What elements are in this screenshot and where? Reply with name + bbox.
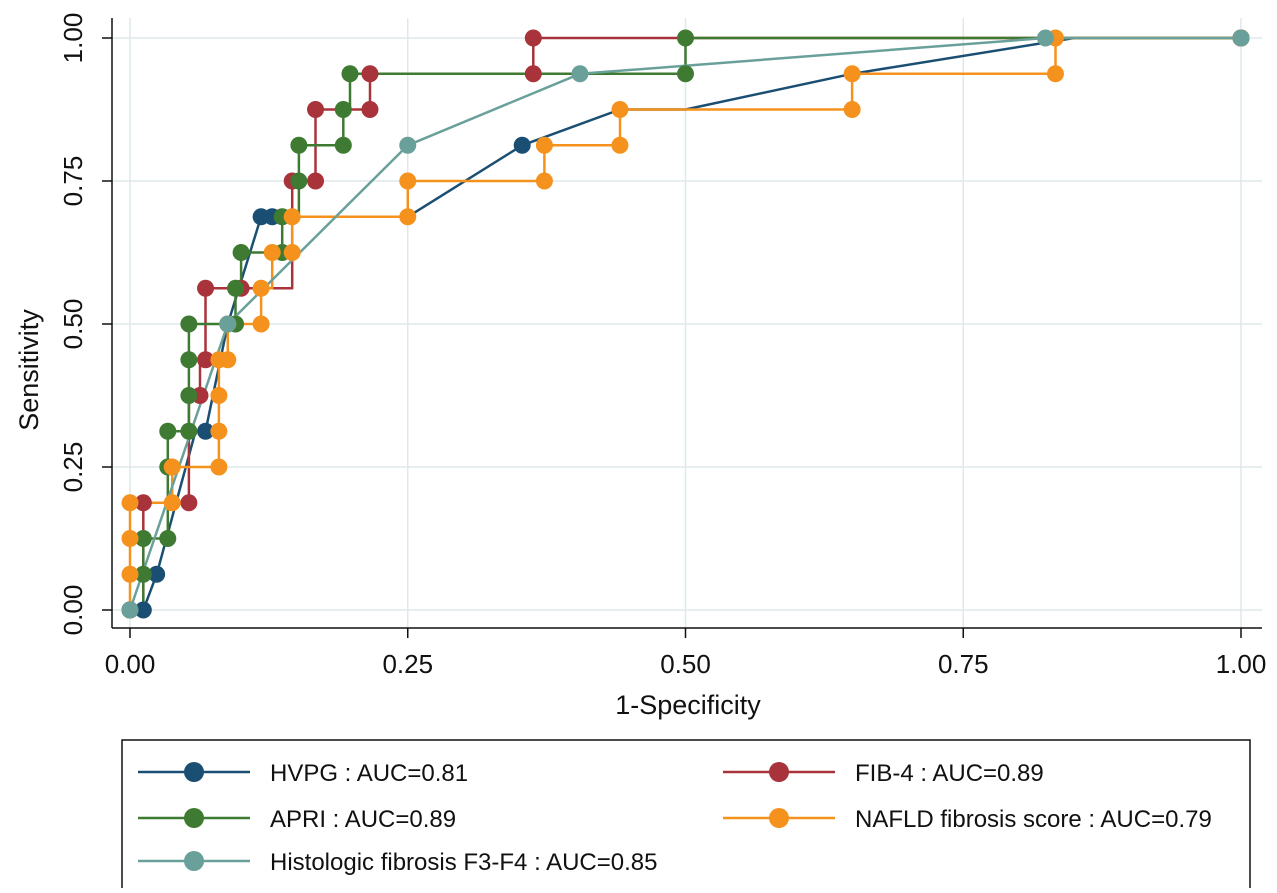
x-tick-label: 1.00 <box>1216 649 1267 679</box>
axes: 0.00 0.25 0.50 0.75 1.00 0.00 0.25 0.50 0.75 1.00 <box>58 13 1266 679</box>
legend-marker-1 <box>769 762 789 782</box>
series-4-point <box>1036 29 1054 47</box>
series-3-point <box>219 351 237 369</box>
series-2-point <box>677 29 694 47</box>
series-3-point <box>399 208 417 226</box>
series-4-point <box>399 136 417 154</box>
legend-label-1: FIB-4 : AUC=0.89 <box>855 760 1044 787</box>
series-4-point <box>121 601 139 619</box>
series-2-point <box>290 136 308 154</box>
legend-marker-0 <box>184 762 204 782</box>
series-3-point <box>121 530 139 547</box>
series-4-point <box>219 315 237 333</box>
legend-label-2: APRI : AUC=0.89 <box>270 806 456 833</box>
series-1-point <box>361 65 379 83</box>
series-1-point <box>307 101 325 118</box>
x-tick-label: 0.25 <box>382 649 433 679</box>
y-tick-label: 0.50 <box>58 299 88 350</box>
series-3-point <box>1046 65 1064 83</box>
legend-label-3: NAFLD fibrosis score : AUC=0.79 <box>855 806 1212 833</box>
series-3-point <box>399 172 417 190</box>
series-3-point <box>843 65 861 83</box>
y-axis-label: Sensitivity <box>14 309 44 431</box>
series-2-point <box>334 136 352 154</box>
series-line-2 <box>130 36 1241 612</box>
series-2-point <box>134 530 152 547</box>
markers-layer <box>121 29 1250 619</box>
series-0-point <box>148 565 166 583</box>
series-0-point <box>197 422 215 440</box>
series-1-point <box>307 172 325 190</box>
series-0-point <box>513 136 531 154</box>
series-3-point <box>163 458 181 476</box>
y-tick-label: 1.00 <box>58 13 88 64</box>
series-3-point <box>283 244 301 261</box>
series-3-point <box>535 172 553 190</box>
series-4-point <box>1232 29 1250 47</box>
series-3-point <box>843 101 861 118</box>
series-3-point <box>252 279 270 297</box>
series-3-point <box>611 136 629 154</box>
y-tick-label: 0.75 <box>58 156 88 207</box>
y-tick-label: 0.25 <box>58 442 88 493</box>
series-3-point <box>163 494 181 512</box>
series-1-point <box>524 29 542 47</box>
series-3-point <box>535 136 553 154</box>
series-2-point <box>159 422 177 440</box>
series-3-point <box>252 315 270 333</box>
series-2-point <box>180 351 198 369</box>
x-axis-label: 1-Specificity <box>615 690 761 720</box>
series-2-point <box>334 101 352 118</box>
series-3-point <box>283 208 301 226</box>
series-2-point <box>232 244 250 261</box>
series-2-point <box>227 279 245 297</box>
legend-marker-3 <box>769 808 789 828</box>
series-2-point <box>180 387 198 404</box>
series-3-point <box>263 244 281 261</box>
series-1-point <box>180 494 198 512</box>
x-tick-label: 0.75 <box>938 649 989 679</box>
series-2-point <box>159 530 177 547</box>
series-1-point <box>197 279 215 297</box>
series-2-point <box>290 172 308 190</box>
y-tick-label: 0.00 <box>58 585 88 636</box>
x-tick-label: 0.50 <box>660 649 711 679</box>
series-3-point <box>611 101 629 118</box>
series-2-point <box>180 422 198 440</box>
series-0-point <box>134 601 152 619</box>
series-2-point <box>341 65 359 83</box>
series-3-point <box>121 565 139 583</box>
legend-box <box>121 739 1251 891</box>
legend-marker-4 <box>184 851 204 871</box>
series-2-point <box>677 65 694 83</box>
series-2-point <box>134 565 152 583</box>
legend: HVPG : AUC=0.81 FIB-4 : AUC=0.89 APRI : AU… <box>121 739 1251 891</box>
series-3-point <box>121 494 139 512</box>
series-1-point <box>361 101 379 118</box>
series-line-4 <box>128 36 1241 611</box>
series-1-point <box>197 351 215 369</box>
series-3-point <box>210 387 228 404</box>
series-1-point <box>524 65 542 83</box>
x-tick-label: 0.00 <box>105 649 156 679</box>
legend-label-0: HVPG : AUC=0.81 <box>270 760 468 787</box>
series-3-point <box>210 422 228 440</box>
series-4-point <box>571 65 589 83</box>
series-3-point <box>210 458 228 476</box>
legend-label-4: Histologic fibrosis F3-F4 : AUC=0.85 <box>270 849 657 876</box>
series-1-point <box>134 494 152 512</box>
legend-marker-2 <box>184 808 204 828</box>
series-2-point <box>180 315 198 333</box>
